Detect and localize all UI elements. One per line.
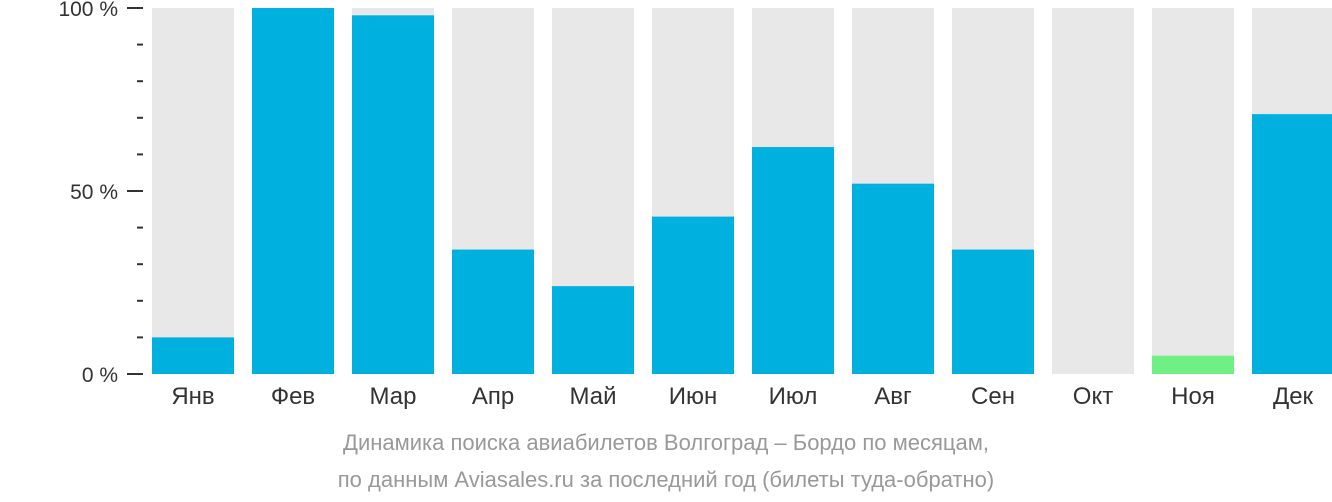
bar [552,286,634,374]
y-axis: 0 % 50 % 100 % [58,0,143,387]
bar [152,337,234,374]
bar [252,8,334,374]
bar [852,183,934,374]
bar [352,15,434,374]
bar [1252,114,1332,374]
bar-background [1052,8,1134,374]
x-tick-label: Авг [874,383,912,410]
bar-background [152,8,234,374]
x-tick-label: Сен [971,383,1015,410]
bar-background [1152,8,1234,374]
x-tick-label: Фев [271,383,315,410]
x-tick-label: Дек [1273,383,1314,410]
chart-caption-line-1: Динамика поиска авиабилетов Волгоград – … [343,430,989,455]
x-tick-label: Мар [370,383,417,410]
bar [1152,355,1234,374]
bar [452,249,534,374]
bar [752,147,834,374]
y-tick-label: 100 % [58,0,118,21]
bars [152,8,1332,374]
chart-caption-line-2: по данным Aviasales.ru за последний год … [337,467,995,492]
x-tick-label: Окт [1073,383,1113,410]
y-tick-label: 0 % [82,364,118,387]
bar [952,249,1034,374]
x-tick-label: Июн [669,383,718,410]
x-tick-label: Янв [171,383,214,410]
x-tick-label: Ноя [1171,383,1215,410]
x-tick-label: Май [569,383,616,410]
x-tick-label: Июл [769,383,818,410]
y-tick-label: 50 % [70,181,118,204]
bar [652,216,734,374]
x-tick-label: Апр [472,383,514,410]
x-axis: Янв Фев Мар Апр Май Июн Июл Авг Сен Окт Ноя Дек [171,383,1313,410]
